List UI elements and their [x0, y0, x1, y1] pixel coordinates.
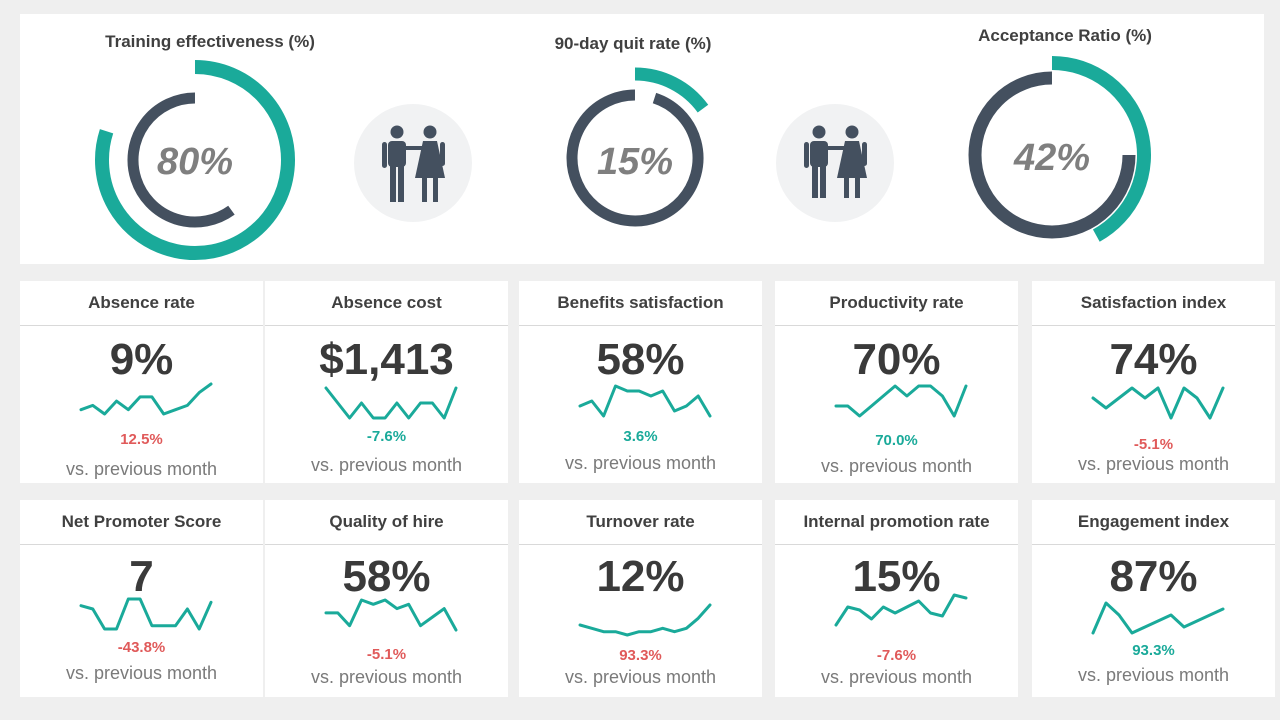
card-delta: -5.1% [1133, 436, 1174, 453]
card-value: 15% [852, 552, 941, 601]
card-value: $1,413 [319, 335, 454, 384]
gauge-outer-ring [1051, 56, 1151, 242]
sparkline-series-5 [79, 597, 213, 631]
card-comparison-note: vs. previous month [564, 667, 717, 687]
card-title: Quality of hire [265, 500, 508, 545]
sparkline-series-2 [578, 384, 712, 418]
gauge-value: 80% [157, 141, 233, 183]
card-delta: 93.3% [619, 647, 662, 664]
gauge-inner-ring [566, 89, 704, 227]
gauge-outer-ring [95, 60, 295, 260]
card-title: Turnover rate [519, 500, 762, 545]
card-value: 87% [1109, 552, 1198, 601]
card-comparison-note: vs. previous month [310, 667, 463, 687]
gauge-value: 15% [597, 141, 673, 183]
people-icon-badge [354, 104, 472, 222]
gauge-title-quit-rate: 90-day quit rate (%) [554, 34, 712, 53]
card-comparison-note: vs. previous month [1077, 454, 1230, 474]
card-value: 9% [109, 335, 174, 384]
kpi-card-quality-of-hire: Quality of hire 58% -5.1% vs. previous m… [265, 500, 508, 697]
card-title: Productivity rate [775, 281, 1018, 326]
couple-icon [382, 125, 445, 202]
kpi-card-net-promoter-score: Net Promoter Score 7 -43.8% vs. previous… [20, 500, 263, 697]
card-title: Satisfaction index [1032, 281, 1275, 326]
sparkline [79, 597, 213, 631]
card-title: Benefits satisfaction [519, 281, 762, 326]
gauge-title-acceptance: Acceptance Ratio (%) [978, 26, 1152, 45]
card-value: 74% [1109, 335, 1198, 384]
card-value: 12% [596, 552, 685, 601]
gauge-training-effectiveness: 80% [95, 60, 295, 260]
sparkline [578, 603, 712, 637]
card-comparison-note: vs. previous month [65, 459, 218, 479]
card-value: 58% [342, 552, 431, 601]
gauge-title-training: Training effectiveness (%) [105, 32, 315, 51]
sparkline [1091, 386, 1225, 420]
card-value: 7 [129, 552, 154, 601]
kpi-card-engagement-index: Engagement index 87% 93.3% vs. previous … [1032, 500, 1275, 697]
card-delta: 70.0% [875, 432, 918, 449]
sparkline-series-3 [834, 384, 968, 418]
card-title: Absence cost [265, 281, 508, 326]
gauge-90-day-quit-rate: 15% [566, 67, 709, 227]
sparkline [79, 382, 213, 416]
card-title: Engagement index [1032, 500, 1275, 545]
gauge-value: 42% [1013, 137, 1090, 179]
kpi-card-absence-cost: Absence cost $1,413 -7.6% vs. previous m… [265, 281, 508, 483]
sparkline-series-9 [1091, 601, 1225, 635]
gauge-acceptance-ratio: 42% [968, 56, 1151, 242]
sparkline [834, 593, 968, 627]
card-delta: -7.6% [876, 647, 917, 664]
card-delta: -7.6% [366, 428, 407, 445]
sparkline [834, 384, 968, 418]
gauge-inner-ring [968, 71, 1136, 239]
card-title: Internal promotion rate [775, 500, 1018, 545]
card-value: 70% [852, 335, 941, 384]
card-comparison-note: vs. previous month [310, 455, 463, 475]
gauge-outer-ring [634, 67, 709, 113]
sparkline [1091, 601, 1225, 635]
kpi-card-absence-rate: Absence rate 9% 12.5% vs. previous month [20, 281, 263, 483]
card-delta: -43.8% [117, 639, 166, 656]
kpi-card-satisfaction-index: Satisfaction index 74% -5.1% vs. previou… [1032, 281, 1275, 483]
sparkline-series-1 [324, 386, 458, 420]
card-title: Absence rate [20, 281, 263, 326]
card-comparison-note: vs. previous month [820, 667, 973, 687]
card-comparison-note: vs. previous month [1077, 665, 1230, 685]
kpi-card-turnover-rate: Turnover rate 12% 93.3% vs. previous mon… [519, 500, 762, 697]
sparkline [578, 384, 712, 418]
sparkline-series-4 [1091, 386, 1225, 420]
card-comparison-note: vs. previous month [564, 453, 717, 473]
people-icon-badge [776, 104, 894, 222]
card-comparison-note: vs. previous month [820, 456, 973, 476]
sparkline-series-6 [324, 598, 458, 632]
card-title: Net Promoter Score [20, 500, 263, 545]
card-comparison-note: vs. previous month [65, 663, 218, 683]
card-delta: 3.6% [623, 428, 658, 445]
sparkline-series-0 [79, 382, 213, 416]
sparkline [324, 598, 458, 632]
gauge-inner-ring [127, 92, 235, 228]
kpi-card-productivity-rate: Productivity rate 70% 70.0% vs. previous… [775, 281, 1018, 483]
sparkline [324, 386, 458, 420]
card-delta: 12.5% [120, 431, 163, 448]
kpi-card-internal-promotion-rate: Internal promotion rate 15% -7.6% vs. pr… [775, 500, 1018, 697]
sparkline-series-8 [834, 593, 968, 627]
kpi-card-benefits-satisfaction: Benefits satisfaction 58% 3.6% vs. previ… [519, 281, 762, 483]
card-delta: -5.1% [366, 646, 407, 663]
card-delta: 93.3% [1132, 642, 1175, 659]
couple-icon [804, 125, 867, 198]
sparkline-series-7 [578, 603, 712, 637]
card-value: 58% [596, 335, 685, 384]
